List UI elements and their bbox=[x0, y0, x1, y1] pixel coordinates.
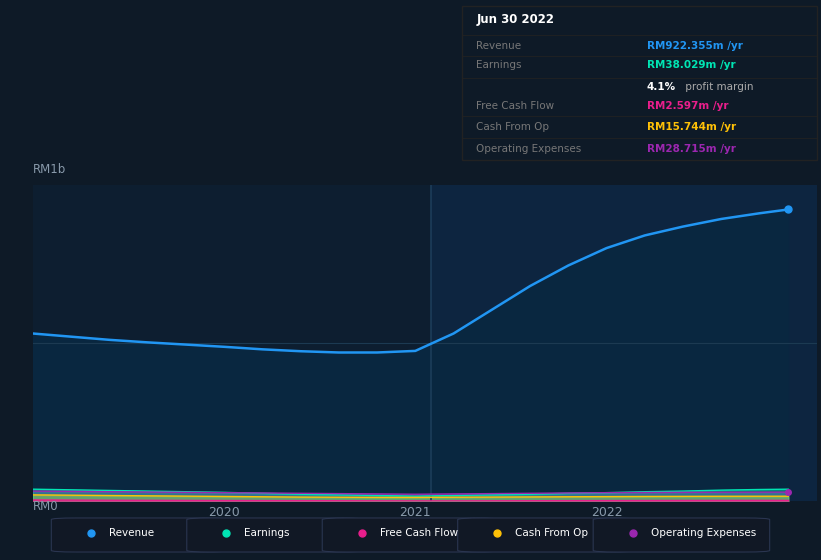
Text: Earnings: Earnings bbox=[245, 529, 290, 538]
Text: profit margin: profit margin bbox=[682, 82, 754, 92]
Text: RM2.597m /yr: RM2.597m /yr bbox=[647, 101, 728, 111]
Text: Jun 30 2022: Jun 30 2022 bbox=[476, 13, 554, 26]
Text: Earnings: Earnings bbox=[476, 60, 522, 70]
Text: Revenue: Revenue bbox=[108, 529, 154, 538]
FancyBboxPatch shape bbox=[593, 518, 770, 552]
Text: Free Cash Flow: Free Cash Flow bbox=[476, 101, 554, 111]
Text: Cash From Op: Cash From Op bbox=[516, 529, 588, 538]
Bar bbox=[430, 185, 817, 501]
Text: Revenue: Revenue bbox=[476, 41, 521, 50]
Text: Cash From Op: Cash From Op bbox=[476, 122, 549, 132]
Text: RM15.744m /yr: RM15.744m /yr bbox=[647, 122, 736, 132]
Text: Free Cash Flow: Free Cash Flow bbox=[380, 529, 458, 538]
FancyBboxPatch shape bbox=[51, 518, 228, 552]
Text: RM28.715m /yr: RM28.715m /yr bbox=[647, 144, 736, 154]
Text: RM38.029m /yr: RM38.029m /yr bbox=[647, 60, 736, 70]
Text: RM1b: RM1b bbox=[33, 164, 66, 176]
Text: Operating Expenses: Operating Expenses bbox=[650, 529, 756, 538]
Text: RM0: RM0 bbox=[33, 500, 58, 512]
FancyBboxPatch shape bbox=[322, 518, 498, 552]
FancyBboxPatch shape bbox=[186, 518, 363, 552]
Text: 4.1%: 4.1% bbox=[647, 82, 676, 92]
Text: Operating Expenses: Operating Expenses bbox=[476, 144, 581, 154]
Text: RM922.355m /yr: RM922.355m /yr bbox=[647, 41, 742, 50]
FancyBboxPatch shape bbox=[458, 518, 634, 552]
